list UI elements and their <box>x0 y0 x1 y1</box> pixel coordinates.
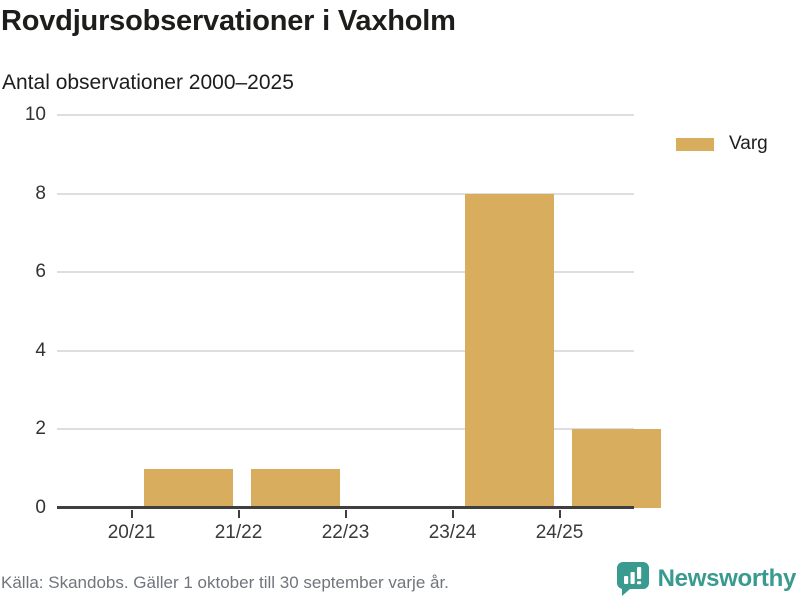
bar-20/21 <box>144 468 233 508</box>
x-axis-label-20/21: 20/21 <box>107 522 156 543</box>
y-axis-label-2: 2 <box>35 418 46 440</box>
bar-23/24 <box>465 193 554 508</box>
bar-chart-speech-bubble-icon <box>616 562 649 596</box>
x-axis-label-22/23: 22/23 <box>321 522 370 543</box>
plot-area <box>57 114 661 509</box>
y-axis-label-0: 0 <box>35 497 46 518</box>
source-note: Källa: Skandobs. Gäller 1 oktober till 3… <box>1 573 449 592</box>
newsworthy-logo-text: Newsworthy <box>657 565 797 592</box>
page-title: Rovdjursobservationer i Vaxholm <box>1 5 456 37</box>
x-axis-tick-23/24 <box>451 510 454 518</box>
bar-slot-24/25 <box>563 115 670 508</box>
gridline-y-8 <box>57 192 634 195</box>
bar-21/22 <box>251 468 340 508</box>
y-axis-label-6: 6 <box>35 261 46 283</box>
x-axis-tick-24/25 <box>558 510 561 518</box>
bar-slot-21/22 <box>242 115 349 508</box>
gridline-y-4 <box>57 349 634 352</box>
gridline-y-2 <box>57 428 634 431</box>
chart-subtitle: Antal observationer 2000–2025 <box>2 71 294 94</box>
bar-24/25 <box>572 429 661 508</box>
newsworthy-logo: Newsworthy <box>616 561 796 597</box>
x-axis-tick-21/22 <box>237 510 240 518</box>
legend-swatch-varg <box>676 137 714 151</box>
gridline-y-10 <box>57 114 634 116</box>
bar-slot-22/23 <box>349 115 456 508</box>
x-axis-label-23/24: 23/24 <box>428 522 477 543</box>
y-axis-label-4: 4 <box>35 339 46 361</box>
legend-label-varg: Varg <box>729 133 768 154</box>
x-axis-baseline <box>57 506 634 509</box>
legend: Varg <box>676 133 768 155</box>
y-axis-label-10: 10 <box>24 104 46 125</box>
gridline-y-6 <box>57 271 634 274</box>
bar-slot-23/24 <box>456 115 563 508</box>
x-axis-label-21/22: 21/22 <box>214 522 263 543</box>
x-axis-label-24/25: 24/25 <box>535 522 584 543</box>
y-axis-label-8: 8 <box>35 182 46 204</box>
x-axis-tick-20/21 <box>130 510 133 518</box>
bar-chart: 0 2 4 6 8 10 20/21 21/22 22/23 23/24 24/25 <box>0 104 680 555</box>
x-axis-tick-22/23 <box>344 510 347 518</box>
bar-slot-20/21 <box>135 115 242 508</box>
bar-series-varg <box>135 115 670 508</box>
